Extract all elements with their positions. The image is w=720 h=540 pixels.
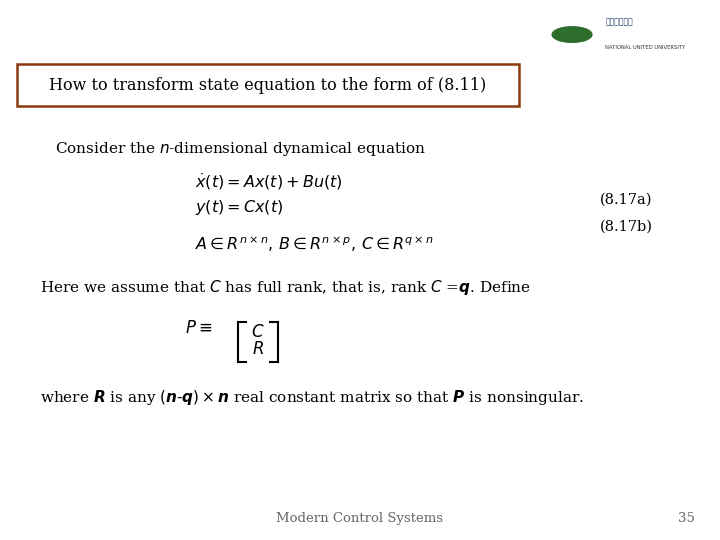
Text: (8.17a): (8.17a) xyxy=(600,193,652,207)
Text: Here we assume that $C$ has full rank, that is, rank $C$ =$\boldsymbol{q}$. Defi: Here we assume that $C$ has full rank, t… xyxy=(40,278,531,297)
FancyBboxPatch shape xyxy=(17,64,519,106)
Text: $R$: $R$ xyxy=(252,341,264,358)
Text: 國立聯合大學: 國立聯合大學 xyxy=(605,17,633,26)
Text: How to transform state equation to the form of (8.11): How to transform state equation to the f… xyxy=(50,77,487,93)
Text: (8.17b): (8.17b) xyxy=(600,220,653,234)
Text: $y(t) = Cx(t)$: $y(t) = Cx(t)$ xyxy=(195,198,284,217)
Text: Modern Control Systems: Modern Control Systems xyxy=(276,512,444,525)
Text: 35: 35 xyxy=(678,512,695,525)
Text: $\dot{x}(t) = Ax(t) + Bu(t)$: $\dot{x}(t) = Ax(t) + Bu(t)$ xyxy=(195,172,343,192)
Circle shape xyxy=(552,27,592,42)
Text: $C$: $C$ xyxy=(251,324,265,341)
Text: where $\boldsymbol{R}$ is any $(\boldsymbol{n}\text{-}\boldsymbol{q})\times\bold: where $\boldsymbol{R}$ is any $(\boldsym… xyxy=(40,388,584,407)
Text: $P \equiv$: $P \equiv$ xyxy=(185,320,212,337)
Text: Consider the $n$-dimensional dynamical equation: Consider the $n$-dimensional dynamical e… xyxy=(55,140,426,158)
Text: NATIONAL UNITED UNIVERSITY: NATIONAL UNITED UNIVERSITY xyxy=(605,45,685,50)
Text: $A \in R^{n\times n},\,B \in R^{n\times p},\,C \in R^{q\times n}$: $A \in R^{n\times n},\,B \in R^{n\times … xyxy=(195,235,434,254)
